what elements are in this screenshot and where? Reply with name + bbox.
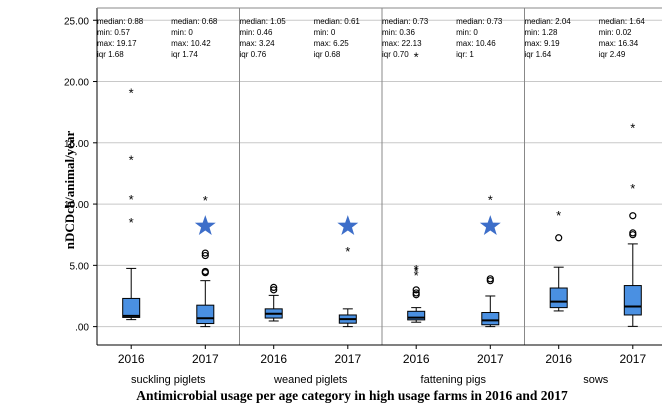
outlier-point xyxy=(412,291,420,299)
significance-star xyxy=(337,215,359,236)
stats-line: median: 1.05 xyxy=(240,17,287,26)
outlier-point xyxy=(629,231,637,239)
box xyxy=(549,287,568,309)
stats-line: min: 0 xyxy=(314,28,336,37)
gridlines xyxy=(97,19,662,328)
group-label: sows xyxy=(583,374,609,386)
stats-line: median: 0.88 xyxy=(97,17,144,26)
group-label: fattening pigs xyxy=(421,374,487,386)
year-label: 2017 xyxy=(192,352,219,366)
stats-line: iqr 1.74 xyxy=(171,50,198,59)
extreme-point: * xyxy=(630,181,635,196)
extreme-point: * xyxy=(129,153,134,168)
y-tick-label: 20.00 xyxy=(64,78,89,89)
outlier-point xyxy=(555,234,563,242)
stats-line: min: 0.02 xyxy=(599,28,632,37)
outlier-point xyxy=(629,212,637,220)
year-label: 2016 xyxy=(545,352,572,366)
stats-line: max: 10.46 xyxy=(456,39,496,48)
extreme-point: * xyxy=(129,86,134,101)
stats-line: iqr 1.64 xyxy=(525,50,552,59)
outlier-point xyxy=(270,283,278,292)
outlier-point xyxy=(270,286,278,294)
stats-line: min: 0.46 xyxy=(240,28,273,37)
extreme-point: * xyxy=(556,208,561,223)
group-label: suckling piglets xyxy=(131,374,206,386)
stats-line: min: 0 xyxy=(171,28,193,37)
box xyxy=(623,285,642,316)
year-label: 2017 xyxy=(619,352,646,366)
year-label: 2017 xyxy=(334,352,361,366)
significance-star xyxy=(194,215,216,236)
stats-line: max: 19.17 xyxy=(97,39,137,48)
year-label: 2016 xyxy=(118,352,145,366)
box xyxy=(196,304,215,325)
extreme-point: * xyxy=(129,215,134,230)
stats-line: median: 0.61 xyxy=(314,17,361,26)
stats-line: median: 0.73 xyxy=(456,17,503,26)
outlier-point xyxy=(201,249,209,257)
significance-star xyxy=(479,215,501,236)
extreme-point: * xyxy=(129,192,134,207)
stats-line: iqr: 1 xyxy=(456,50,474,59)
chart-title: Antimicrobial usage per age category in … xyxy=(136,388,568,403)
extreme-point: * xyxy=(414,262,419,277)
y-tick-label: 15.00 xyxy=(64,139,89,150)
boxes: ************** xyxy=(122,49,642,328)
stats-line: max: 9.19 xyxy=(525,39,561,48)
year-label: 2017 xyxy=(477,352,504,366)
stats-line: min: 0 xyxy=(456,28,478,37)
outlier-point xyxy=(412,286,420,294)
stats-line: min: 0.57 xyxy=(97,28,130,37)
stats-line: iqr 0.68 xyxy=(314,50,341,59)
stats-line: max: 3.24 xyxy=(240,39,276,48)
y-tick-label: 5.00 xyxy=(70,261,90,272)
outlier-point xyxy=(201,269,209,277)
y-tick-label: 25.00 xyxy=(64,16,89,27)
group-dividers xyxy=(239,8,525,345)
stats-line: max: 6.25 xyxy=(314,39,350,48)
extreme-point: * xyxy=(414,268,419,283)
stats-line: median: 0.73 xyxy=(382,17,429,26)
outlier-point xyxy=(486,277,494,285)
stats-line: median: 1.64 xyxy=(599,17,646,26)
stats-line: iqr 2.49 xyxy=(599,50,626,59)
stats-line: iqr 0.70 xyxy=(382,50,409,59)
box xyxy=(407,310,426,321)
stats-line: max: 10.42 xyxy=(171,39,211,48)
extreme-point: * xyxy=(630,120,635,135)
outlier-point xyxy=(201,251,209,260)
y-axis-title: nDCDch/animal/year xyxy=(62,131,77,250)
box xyxy=(122,297,141,318)
extreme-point: * xyxy=(345,244,350,259)
year-label: 2016 xyxy=(403,352,430,366)
y-tick-label: 10.00 xyxy=(64,200,89,211)
stats-line: max: 22.13 xyxy=(382,39,422,48)
extreme-point: * xyxy=(203,193,208,208)
extreme-point: * xyxy=(414,49,419,64)
year-label: 2016 xyxy=(260,352,287,366)
group-label: weaned piglets xyxy=(273,374,348,386)
stats-line: iqr 1.68 xyxy=(97,50,124,59)
y-tick-label: .00 xyxy=(75,323,89,334)
stats-line: max: 16.34 xyxy=(599,39,639,48)
stats-line: iqr 0.76 xyxy=(240,50,267,59)
stats-line: min: 0.36 xyxy=(382,28,415,37)
stats-line: min: 1.28 xyxy=(525,28,558,37)
stats-line: median: 0.68 xyxy=(171,17,218,26)
x-axis-labels: suckling piglets 2016 2017 weaned piglets 20… xyxy=(118,345,646,386)
box xyxy=(481,312,500,326)
plot-frame xyxy=(96,7,662,346)
stats-annotations: median: 0.88 min: 0.57 max: 19.17 iqr 1.68 m… xyxy=(97,17,645,59)
extreme-point: * xyxy=(488,192,493,207)
stats-line: median: 2.04 xyxy=(525,17,572,26)
y-axis: .00 5.00 10.00 15.00 20.00 25.00 xyxy=(64,16,97,334)
extreme-point: * xyxy=(414,264,419,279)
